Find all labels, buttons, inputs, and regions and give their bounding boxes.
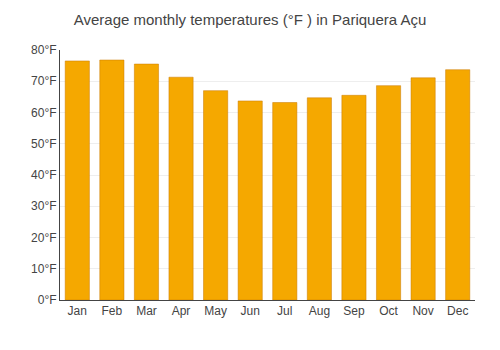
svg-text:Mar: Mar <box>136 304 157 318</box>
svg-text:30°F: 30°F <box>31 199 56 213</box>
svg-text:Sep: Sep <box>343 304 365 318</box>
svg-text:May: May <box>204 304 227 318</box>
svg-text:80°F: 80°F <box>31 43 56 57</box>
svg-text:Feb: Feb <box>102 304 123 318</box>
svg-text:Jul: Jul <box>277 304 292 318</box>
svg-text:10°F: 10°F <box>31 262 56 276</box>
svg-text:70°F: 70°F <box>31 74 56 88</box>
svg-text:Jun: Jun <box>241 304 260 318</box>
svg-text:20°F: 20°F <box>31 231 56 245</box>
svg-text:50°F: 50°F <box>31 137 56 151</box>
svg-text:Average monthly temperatures (: Average monthly temperatures (°F ) in Pa… <box>74 11 427 28</box>
svg-text:Apr: Apr <box>172 304 191 318</box>
svg-text:60°F: 60°F <box>31 106 56 120</box>
svg-text:Jan: Jan <box>68 304 87 318</box>
svg-text:Dec: Dec <box>447 304 468 318</box>
svg-text:0°F: 0°F <box>38 293 57 307</box>
svg-text:Aug: Aug <box>309 304 330 318</box>
svg-text:40°F: 40°F <box>31 168 56 182</box>
svg-text:Nov: Nov <box>412 304 433 318</box>
svg-text:Oct: Oct <box>379 304 398 318</box>
